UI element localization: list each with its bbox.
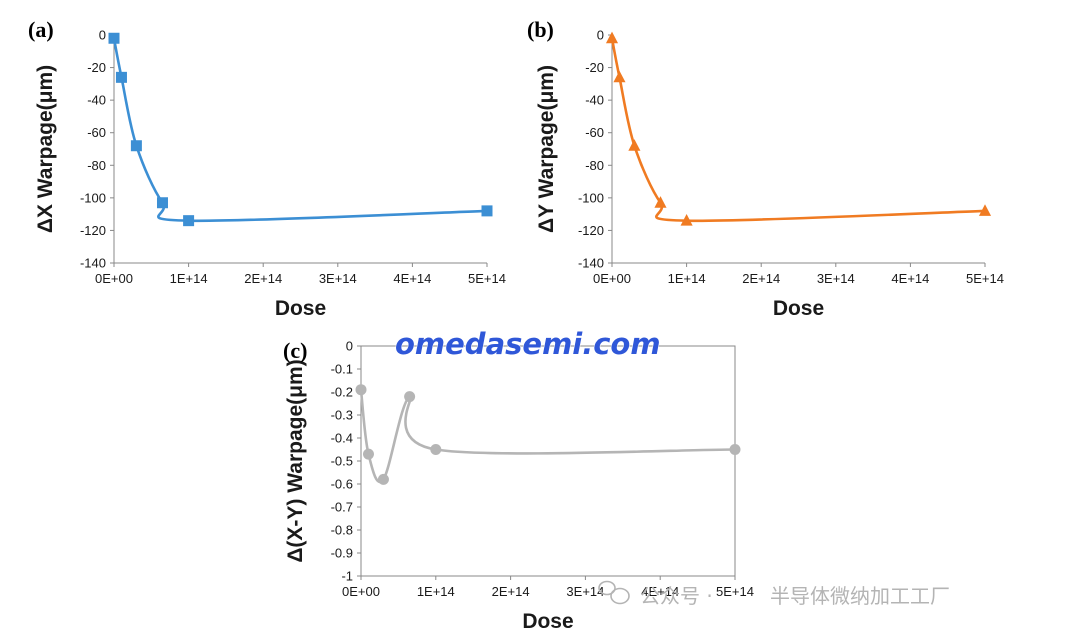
series-line (359, 389, 736, 483)
data-point (377, 473, 389, 485)
y-axis-title: ΔY Warpage(μm) (535, 65, 558, 233)
y-axis-title: ΔX Warpage(μm) (34, 65, 57, 233)
data-point (978, 204, 992, 216)
x-tick-label: 1E+14 (668, 271, 706, 286)
y-tick-label: -140 (578, 256, 604, 271)
x-tick-label: 4E+14 (393, 271, 431, 286)
y-tick-label: -120 (80, 223, 106, 238)
data-point (680, 214, 693, 226)
data-point (613, 70, 626, 83)
y-tick-label: -0.4 (331, 431, 353, 446)
y-tick-label: 0 (597, 28, 604, 43)
x-tick-label: 3E+14 (817, 271, 855, 286)
x-tick-label: 5E+14 (468, 271, 506, 286)
y-tick-label: -0.3 (331, 408, 353, 423)
y-tick-label: -40 (585, 93, 604, 108)
x-axis-title: Dose (275, 297, 326, 320)
data-point (183, 215, 195, 227)
data-point (115, 71, 127, 83)
x-axis-title: Dose (773, 297, 824, 320)
data-point (355, 384, 367, 396)
x-tick-label: 3E+14 (566, 584, 604, 599)
y-tick-label: -0.1 (331, 362, 353, 377)
data-point (729, 444, 741, 455)
data-point (404, 391, 416, 403)
y-tick-label: -60 (585, 125, 604, 140)
panel-label: (c) (283, 338, 307, 363)
x-tick-label: 3E+14 (319, 271, 357, 286)
site-watermark: omedasemi.com (395, 327, 661, 361)
x-tick-label: 5E+14 (966, 271, 1004, 286)
data-point (605, 31, 619, 44)
panel-label: (b) (527, 17, 554, 42)
x-tick-label: 0E+00 (342, 584, 380, 599)
x-tick-label: 4E+14 (891, 271, 929, 286)
panel-label: (a) (28, 17, 54, 42)
x-tick-label: 2E+14 (742, 271, 780, 286)
x-tick-label: 1E+14 (417, 584, 455, 599)
y-tick-label: -140 (80, 256, 106, 271)
y-tick-label: -0.9 (331, 546, 353, 561)
channel-prefix: 公众号 · (640, 584, 713, 608)
y-tick-label: -40 (87, 93, 106, 108)
channel-name: 半导体微纳加工工厂 (770, 584, 950, 608)
wechat-icon (598, 580, 630, 605)
x-axis-title: Dose (522, 610, 573, 633)
series-line (610, 38, 986, 223)
data-point (481, 205, 493, 217)
data-point (108, 32, 120, 44)
y-tick-label: -0.7 (331, 500, 353, 515)
y-tick-label: -60 (87, 125, 106, 140)
y-tick-label: -120 (578, 223, 604, 238)
plot-frame (360, 345, 736, 577)
panel-c-chart: 0 -0.1 -0.2 -0.3 -0.4 -0.5 -0.6 -0.7 -0.8 -0.9 -10… (283, 338, 754, 633)
data-point (156, 197, 168, 209)
x-tick-label: 2E+14 (492, 584, 530, 599)
y-tick-label: -0.6 (331, 477, 353, 492)
x-tick-label: 0E+00 (593, 271, 631, 286)
y-tick-label: -0.2 (331, 385, 353, 400)
data-point (362, 448, 374, 460)
y-tick-label: -0.8 (331, 523, 353, 538)
x-tick-label: 2E+14 (244, 271, 282, 286)
y-tick-label: -80 (87, 158, 106, 173)
y-tick-label: 0 (99, 28, 106, 43)
data-point (430, 444, 442, 455)
series-line (112, 38, 488, 223)
y-tick-label: 0 (346, 339, 353, 354)
y-tick-label: -20 (585, 60, 604, 75)
data-point (628, 139, 641, 151)
y-tick-label: -80 (585, 158, 604, 173)
channel-watermark: 公众号 · 半导体微纳加工工厂 (598, 580, 950, 608)
x-tick-label: 5E+14 (716, 584, 754, 599)
y-axis-title: Δ(X-Y) Warpage(μm) (284, 359, 307, 562)
x-tick-label: 0E+00 (95, 271, 133, 286)
data-point (130, 140, 142, 152)
data-point (654, 196, 667, 208)
x-tick-label: 1E+14 (170, 271, 208, 286)
y-tick-label: -1 (341, 569, 353, 584)
y-tick-label: -100 (80, 190, 106, 205)
x-tick-label: 4E+14 (641, 584, 679, 599)
y-tick-label: -100 (578, 190, 604, 205)
y-tick-label: -20 (87, 60, 106, 75)
y-tick-label: -0.5 (331, 454, 353, 469)
